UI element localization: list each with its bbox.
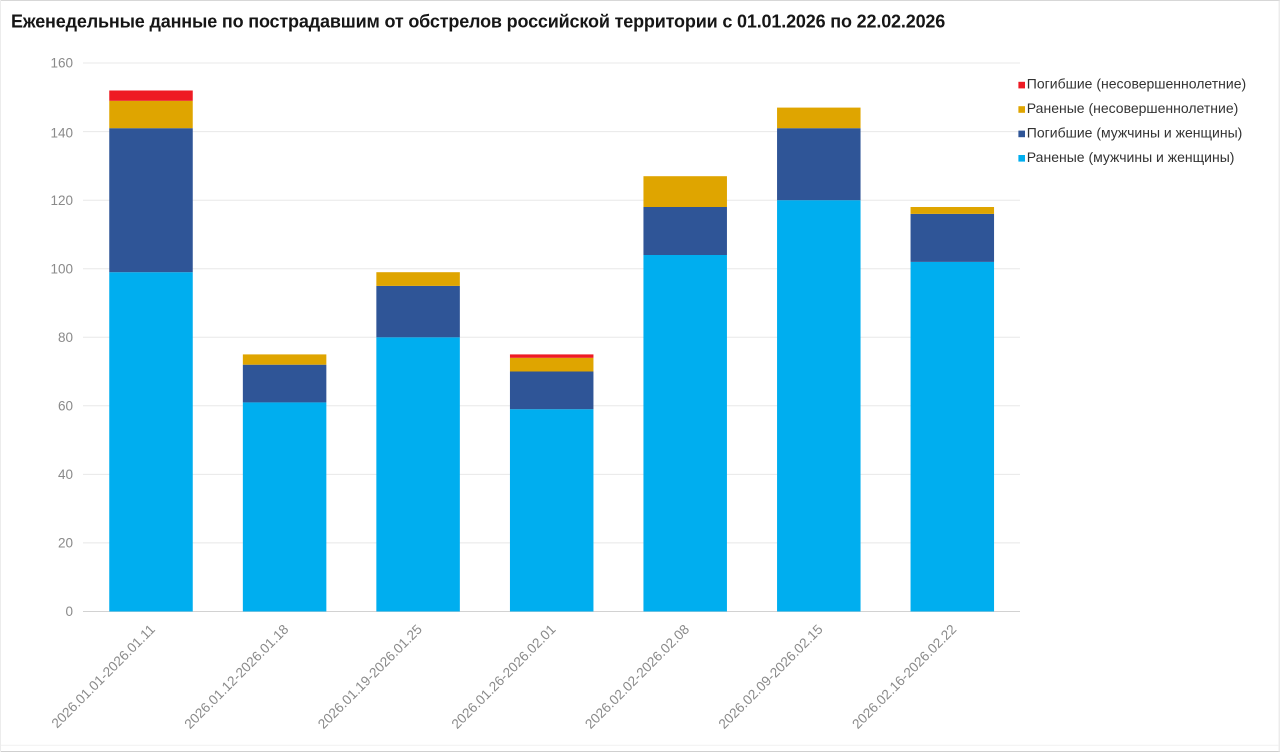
svg-text:Раненые (мужчины и женщины): Раненые (мужчины и женщины) xyxy=(1027,149,1235,165)
svg-text:0: 0 xyxy=(65,604,73,619)
svg-text:140: 140 xyxy=(50,126,73,141)
svg-text:80: 80 xyxy=(58,330,73,345)
svg-text:120: 120 xyxy=(50,193,73,208)
svg-text:100: 100 xyxy=(50,261,73,276)
svg-text:Погибшие (мужчины и женщины): Погибшие (мужчины и женщины) xyxy=(1027,125,1243,141)
svg-text:20: 20 xyxy=(58,536,73,551)
svg-text:Еженедельные данные по пострад: Еженедельные данные по пострадавшим от о… xyxy=(11,12,945,32)
svg-text:160: 160 xyxy=(50,56,73,71)
svg-text:Погибшие (несовершеннолетние): Погибшие (несовершеннолетние) xyxy=(1027,76,1246,92)
svg-text:Раненые (несовершеннолетние): Раненые (несовершеннолетние) xyxy=(1027,100,1238,116)
svg-text:60: 60 xyxy=(58,398,73,413)
svg-text:40: 40 xyxy=(58,467,73,482)
